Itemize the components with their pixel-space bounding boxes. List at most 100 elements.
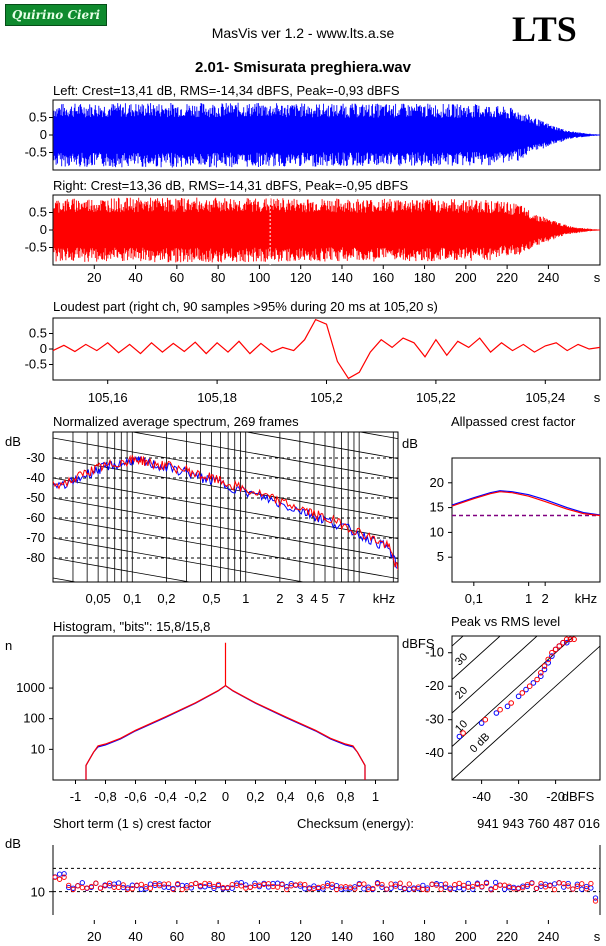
short-term-point <box>438 886 444 892</box>
peak-rms-ylabel: dBFS <box>402 636 435 651</box>
short-term-point <box>197 883 204 889</box>
peak-rms-diagonal <box>452 636 501 681</box>
short-term-tick-label: 10 <box>31 885 45 900</box>
loudest-tick-label: 0 <box>40 341 47 356</box>
short-term-point <box>120 882 126 888</box>
allpassed-tick-label: 2 <box>542 591 549 606</box>
short-term-x-tick-label: 180 <box>414 929 436 944</box>
short-term-point <box>411 886 417 892</box>
spectrum-guide <box>53 537 306 582</box>
short-term-point <box>161 881 167 887</box>
checksum-value: 941 943 760 487 016 <box>477 816 600 831</box>
short-term-point <box>274 884 281 890</box>
short-term-point <box>492 884 499 891</box>
histogram-tick-label: 0 <box>222 789 229 804</box>
peak-rms-point <box>504 703 511 710</box>
short-term-point <box>429 881 435 887</box>
spectrum-guide <box>358 432 398 440</box>
short-term-x-tick-label: 80 <box>211 929 225 944</box>
spectrum-guide <box>53 718 398 779</box>
short-term-point <box>406 886 412 892</box>
right-x-tick-label: 100 <box>249 270 271 285</box>
spectrum-tick-label: -40 <box>26 470 45 485</box>
spectrum-guide <box>53 477 398 540</box>
short-term-point <box>524 881 530 888</box>
loudest-tick-label: -0.5 <box>25 357 47 372</box>
histogram-series-1 <box>85 642 366 780</box>
short-term-point <box>311 883 317 889</box>
short-term-point <box>52 874 58 880</box>
spectrum-title: Normalized average spectrum, 269 frames <box>53 414 299 429</box>
short-term-x-tick-label: 220 <box>496 929 518 944</box>
peak-rms-tick-label: -30 <box>509 789 528 804</box>
short-term-point <box>211 885 217 892</box>
file-title: 2.01- Smisurata preghiera.wav <box>195 59 411 76</box>
short-term-point <box>547 883 553 889</box>
short-term-point <box>179 886 185 893</box>
peak-rms-point <box>523 686 529 693</box>
right-tick-label: 0.5 <box>29 205 47 220</box>
short-term-point <box>470 886 476 892</box>
right-x-tick-label: 220 <box>496 270 518 285</box>
short-term-point <box>84 885 90 891</box>
histogram-tick-label: 0,2 <box>246 789 264 804</box>
right-x-tick-label: 60 <box>170 270 184 285</box>
histogram-tick-label: 1000 <box>16 680 45 695</box>
lts-brand-logo: LTS <box>512 9 577 49</box>
spectrum-guide <box>53 318 398 379</box>
short-term-point <box>456 880 462 887</box>
allpassed-tick-label: 15 <box>430 500 444 515</box>
peak-rms-diagonal <box>452 645 600 780</box>
histogram-series-0 <box>85 684 366 780</box>
right-x-tick-label: 40 <box>128 270 142 285</box>
short-term-point <box>175 881 181 887</box>
short-term-point <box>483 880 490 886</box>
allpassed-frame <box>451 457 601 583</box>
histogram-ylabel: n <box>5 638 12 653</box>
short-term-point <box>138 881 144 888</box>
quirino-cieri-logo: Quirino Cieri <box>5 4 107 26</box>
short-term-point <box>156 882 163 889</box>
spectrum-guide <box>53 358 398 419</box>
logo-text: Quirino Cieri <box>11 8 101 22</box>
peak-rms-point <box>541 666 548 673</box>
histogram-tick-label: -0,6 <box>124 789 146 804</box>
spectrum-tick-label: -50 <box>26 490 45 505</box>
short-term-point <box>152 880 158 887</box>
peak-rms-point <box>508 700 515 706</box>
short-term-point <box>551 881 558 887</box>
short-term-point <box>479 883 485 890</box>
short-term-point <box>56 876 63 882</box>
histogram-tick-label: 0,4 <box>276 789 294 804</box>
short-term-point <box>66 882 72 889</box>
spectrum-guide <box>244 432 398 460</box>
spectrum-series-1 <box>53 454 398 571</box>
short-term-point <box>252 880 258 886</box>
peak-rms-point <box>497 706 503 713</box>
short-term-point <box>247 884 253 891</box>
peak-rms-point <box>519 690 526 696</box>
peak-rms-point <box>556 643 563 649</box>
short-term-point <box>88 883 95 890</box>
short-term-point <box>265 881 272 887</box>
short-term-point <box>379 884 385 890</box>
peak-rms-point <box>545 660 552 666</box>
short-term-point <box>506 883 512 889</box>
spectrum-tick-label: 0,05 <box>85 591 110 606</box>
short-term-point <box>465 880 471 887</box>
loudest-tick-label: 105,22 <box>416 390 456 405</box>
short-term-point <box>565 883 571 889</box>
short-term-point <box>592 898 599 904</box>
peak-rms-diagonal <box>452 636 538 714</box>
short-term-point <box>206 881 213 887</box>
loudest-tick-label: 105,24 <box>525 390 565 405</box>
short-term-point <box>397 880 403 886</box>
allpassed-tick-label: 20 <box>430 475 444 490</box>
spectrum-guide <box>53 517 398 580</box>
short-term-x-tick-label: 160 <box>372 929 394 944</box>
histogram-tick-label: 0,6 <box>306 789 324 804</box>
right-x-tick-label: 140 <box>331 270 353 285</box>
short-term-point <box>329 881 335 888</box>
right-x-tick-label: 180 <box>414 270 436 285</box>
allpassed-tick-label: 10 <box>430 524 444 539</box>
